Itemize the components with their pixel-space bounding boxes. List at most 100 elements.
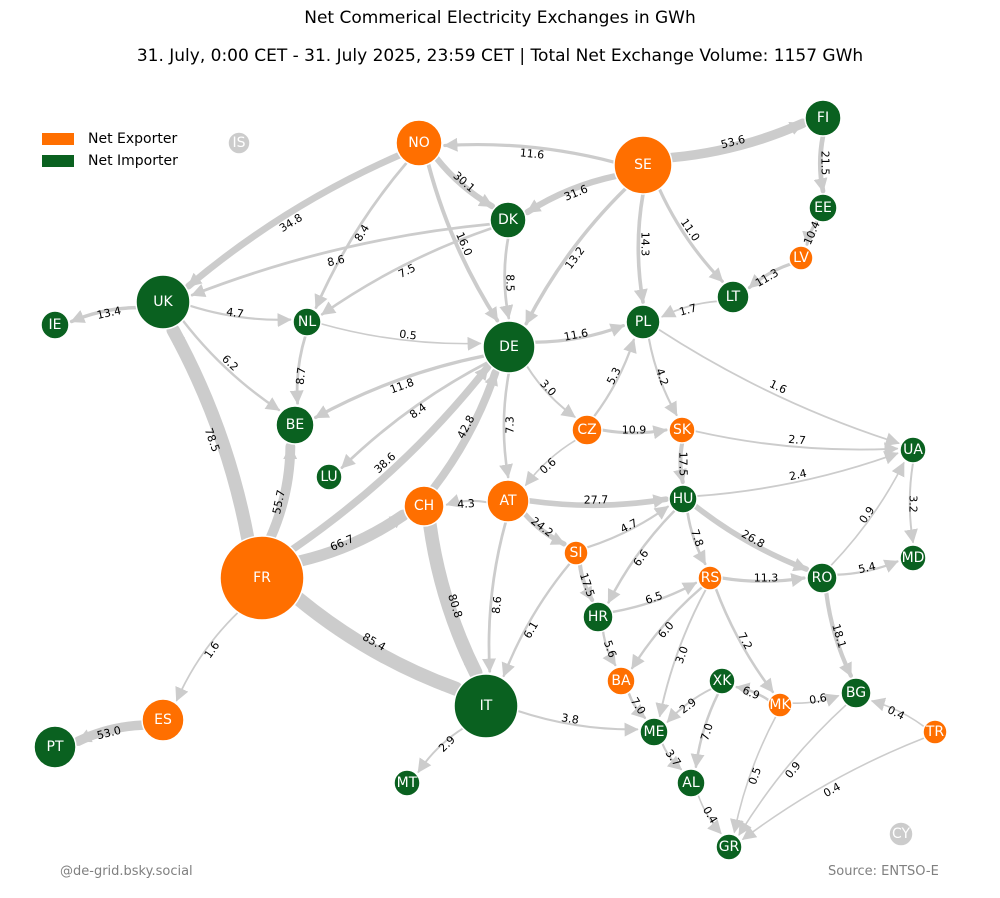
flow-se-lt (657, 187, 724, 283)
flow-mk-bg (791, 693, 840, 707)
node-label-is: IS (232, 135, 245, 151)
node-lu: LU (315, 463, 343, 491)
node-de: DE (482, 320, 536, 374)
node-label-ro: RO (812, 570, 833, 586)
node-label-hr: HR (588, 609, 609, 625)
flow-bg-gr (738, 703, 848, 836)
flow-ee-lv (802, 219, 819, 246)
node-label-hu: HU (673, 491, 694, 507)
node-circle-ua (899, 436, 927, 464)
flow-rs-me (655, 588, 707, 718)
flow-ro-bg (824, 590, 854, 678)
flow-label-nl-de: 0.5 (399, 327, 418, 342)
node-hu: HU (668, 484, 698, 514)
flow-fr-be (265, 441, 298, 542)
flow-label-se-no: 11.6 (519, 146, 545, 161)
legend-exporter-label: Net Exporter (88, 131, 178, 147)
flow-label-rs-ro: 11.3 (754, 572, 779, 585)
node-label-md: MD (902, 550, 925, 566)
flow-pl-sk (647, 336, 678, 417)
flow-label-hr-ba: 5.6 (601, 639, 619, 660)
flow-label-cz-at: 0.6 (537, 455, 559, 476)
flow-label-dk-nl: 7.5 (396, 261, 417, 281)
node-label-ua: UA (903, 442, 923, 458)
node-label-pl: PL (635, 314, 651, 330)
flow-label-es-pt: 53.0 (96, 724, 123, 743)
node-circle-ro (806, 562, 838, 594)
flow-label-pl-sk: 4.2 (653, 367, 671, 388)
country-nodes: IS NO SE FI EE LV LT DK UK IE NL DE PL BE LU CZ SK UA FR CH… (33, 99, 948, 861)
flow-label-mk-gr: 0.5 (746, 766, 764, 787)
flow-label-rs-me: 3.0 (673, 645, 691, 666)
flow-label-dk-uk: 8.6 (326, 253, 346, 270)
flow-label-uk-be: 6.2 (219, 352, 241, 373)
node-sk: SK (668, 416, 696, 444)
node-label-dk: DK (498, 212, 519, 228)
node-me: ME (639, 717, 669, 747)
flow-ch-de (429, 368, 500, 493)
node-label-de: DE (499, 339, 519, 355)
flow-de-pl (532, 323, 625, 344)
node-xk: XK (708, 667, 736, 695)
flow-de-lu (340, 360, 490, 470)
node-circle-ee (808, 193, 838, 223)
flow-fr-it (291, 591, 463, 696)
flow-se-de (524, 186, 628, 326)
node-cy: CY (888, 821, 914, 847)
node-circle-mt (393, 769, 421, 797)
flow-me-al (661, 742, 683, 771)
flow-at-si (522, 511, 567, 547)
flow-label-xk-al: 7.0 (698, 722, 716, 743)
flow-it-me (516, 709, 639, 737)
flow-de-at (499, 371, 513, 479)
flow-rs-ro (720, 573, 806, 587)
flow-label-mk-bg: 0.6 (808, 691, 827, 707)
node-circle-cy (888, 821, 914, 847)
node-fr: FR (219, 535, 305, 621)
flow-fr-de (289, 363, 492, 553)
flow-fr-uk (166, 323, 255, 546)
flow-cz-pl (592, 338, 637, 418)
flow-xk-al (690, 692, 720, 769)
node-label-cz: CZ (577, 422, 596, 438)
flow-at-it (482, 520, 508, 673)
node-circle-no (395, 119, 443, 167)
node-circle-md (899, 544, 927, 572)
node-label-bg: BG (846, 685, 866, 701)
flow-hu-rs (686, 510, 707, 566)
flow-label-de-pl: 11.6 (563, 326, 589, 343)
flow-lv-lt (747, 262, 793, 290)
flow-pl-ua (657, 328, 900, 446)
flow-mk-xk (735, 682, 771, 702)
node-bg: BG (840, 677, 872, 709)
node-label-es: ES (154, 712, 172, 728)
flow-label-pl-ua: 1.6 (767, 377, 788, 396)
node-label-ch: CH (414, 498, 434, 514)
flow-label-si-it: 6.1 (521, 619, 541, 641)
flow-label-ee-lv: 10.4 (801, 219, 823, 247)
node-label-mk: MK (769, 697, 791, 713)
flow-label-sk-ua: 2.7 (788, 433, 807, 447)
flow-label-ro-ua: 0.9 (857, 504, 878, 526)
node-circle-fr (219, 535, 305, 621)
flow-hu-ro (692, 503, 810, 572)
flow-uk-be (181, 319, 281, 412)
flow-fr-es (175, 611, 239, 702)
node-circle-hu (668, 484, 698, 514)
flow-se-no (443, 137, 616, 164)
node-it: IT (453, 673, 519, 739)
flow-tr-gr (741, 737, 926, 841)
node-circle-ch (403, 485, 445, 527)
flow-fr-ch (294, 509, 409, 567)
importer-swatch (42, 155, 74, 167)
node-circle-be (275, 405, 315, 445)
flow-hr-rs (610, 581, 698, 614)
node-fi: FI (804, 99, 842, 137)
flow-label-tr-gr: 0.4 (821, 780, 843, 800)
flow-hr-ba (601, 629, 617, 667)
flow-label-rs-mk: 7.2 (735, 630, 755, 652)
flow-dk-uk (190, 222, 492, 298)
flow-rs-ba (630, 585, 704, 670)
flow-edges (69, 118, 926, 841)
